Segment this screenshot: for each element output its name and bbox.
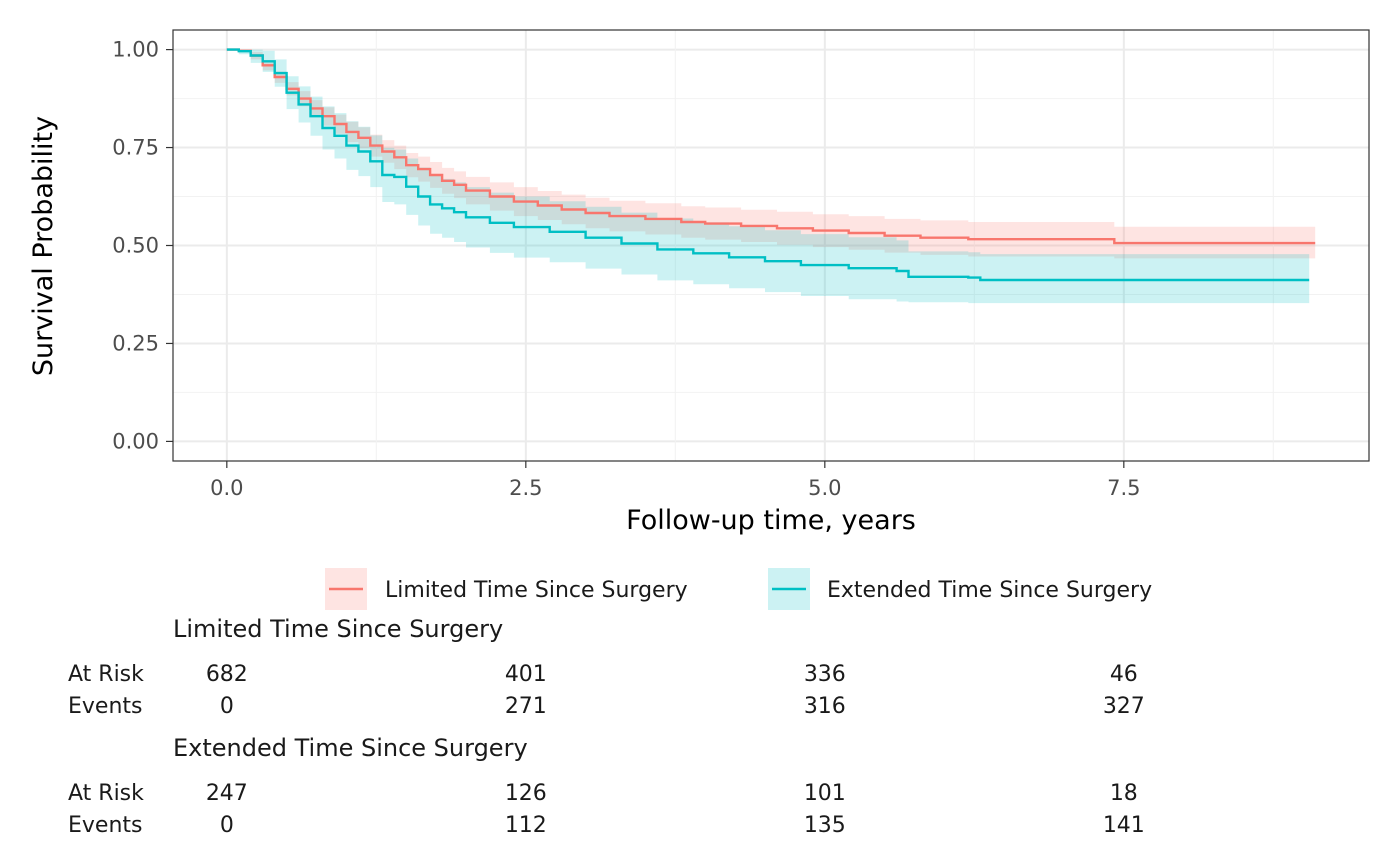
events-value: 327 [1103, 694, 1145, 719]
y-tick-label: 0.75 [112, 136, 159, 160]
at-risk-value: 46 [1110, 662, 1138, 687]
y-axis-title: Survival Probability [28, 116, 59, 376]
at-risk-value: 126 [505, 781, 547, 806]
survival-curves [226, 48, 1316, 282]
risk-table: Limited Time Since Surgery At Risk 682 401 3… [68, 615, 1145, 838]
survival-line-limited [226, 48, 1316, 245]
x-tick-label: 0.0 [210, 476, 243, 500]
x-axis-title: Follow-up time, years [626, 505, 916, 536]
y-tick-label: 0.50 [112, 234, 159, 258]
y-tick-label: 0.25 [112, 331, 159, 355]
events-value: 316 [804, 694, 846, 719]
events-value: 135 [804, 813, 846, 838]
at-risk-value: 682 [206, 662, 248, 687]
risk-table-group-title: Limited Time Since Surgery [173, 615, 503, 643]
confidence-band-extended [226, 49, 1310, 304]
events-value: 112 [505, 813, 547, 838]
events-value: 271 [505, 694, 547, 719]
y-tick-label: 1.00 [112, 38, 159, 62]
legend: Limited Time Since Surgery Extended Time … [325, 568, 1152, 610]
at-risk-value: 401 [505, 662, 547, 687]
risk-row-label: At Risk [68, 662, 144, 687]
events-value: 0 [220, 694, 234, 719]
legend-item-limited: Limited Time Since Surgery [325, 568, 688, 610]
risk-row-label: Events [68, 694, 143, 719]
legend-label: Limited Time Since Surgery [385, 578, 688, 603]
risk-table-group-extended: Extended Time Since Surgery At Risk 247 126… [68, 734, 1145, 838]
confidence-bands [226, 49, 1316, 304]
grid-lines [173, 30, 1369, 461]
risk-row-label: At Risk [68, 781, 144, 806]
x-tick-label: 5.0 [808, 476, 841, 500]
at-risk-value: 336 [804, 662, 846, 687]
legend-item-extended: Extended Time Since Surgery [768, 568, 1152, 610]
x-tick-label: 2.5 [509, 476, 542, 500]
survival-line-extended [226, 48, 1310, 282]
risk-table-group-limited: Limited Time Since Surgery At Risk 682 401 3… [68, 615, 1145, 719]
at-risk-value: 101 [804, 781, 846, 806]
risk-row-label: Events [68, 813, 143, 838]
legend-label: Extended Time Since Surgery [827, 578, 1152, 603]
x-tick-label: 7.5 [1107, 476, 1140, 500]
at-risk-value: 247 [206, 781, 248, 806]
y-tick-label: 0.00 [112, 429, 159, 453]
at-risk-value: 18 [1110, 781, 1138, 806]
events-value: 141 [1103, 813, 1145, 838]
events-value: 0 [220, 813, 234, 838]
confidence-band-limited [226, 49, 1316, 259]
risk-table-group-title: Extended Time Since Surgery [173, 734, 528, 762]
axes: 0.00 0.25 0.50 0.75 1.00 0.0 2.5 5.0 7.5 [112, 38, 1140, 500]
